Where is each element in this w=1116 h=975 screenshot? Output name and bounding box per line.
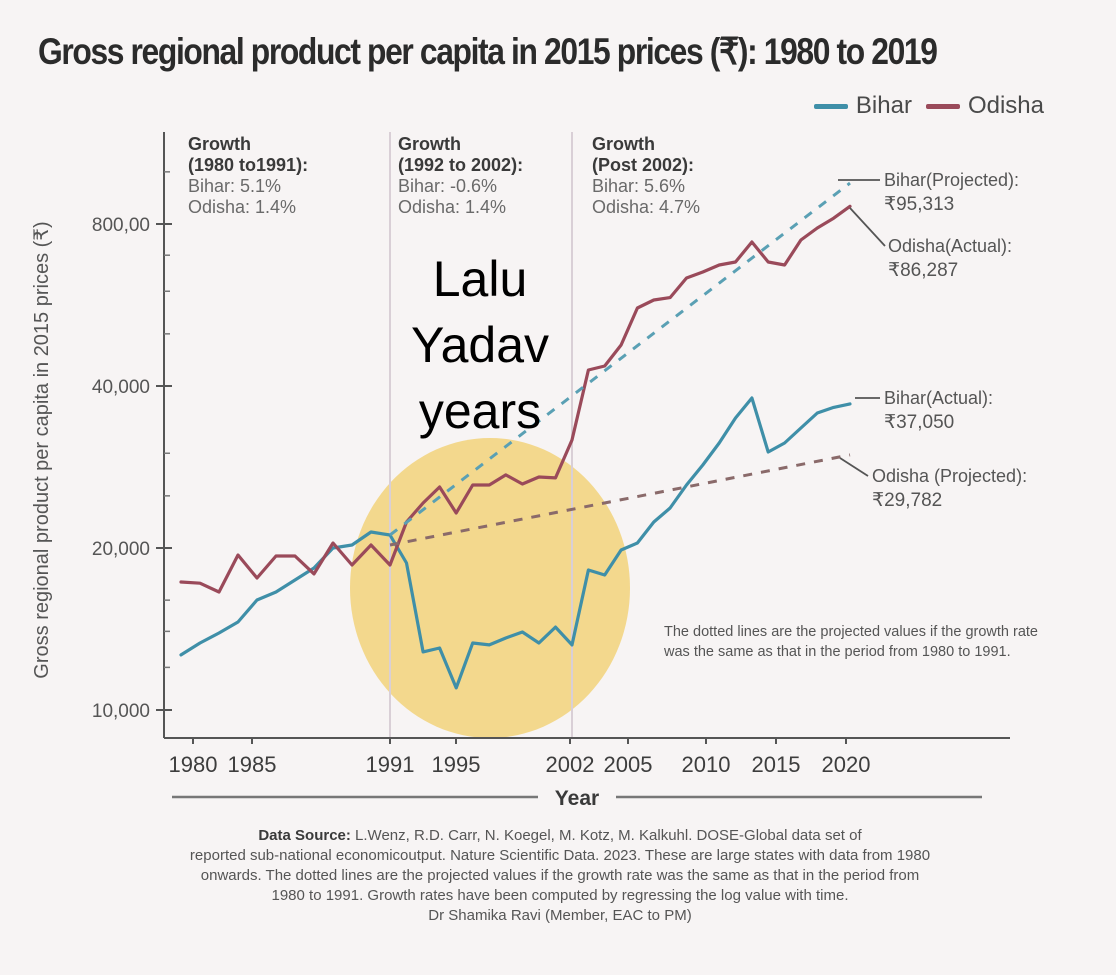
- growth-value: Bihar: -0.6%: [398, 176, 497, 196]
- y-ticks: 10,000 20,000 40,000 800,00: [92, 215, 172, 722]
- growth-value: Bihar: 5.6%: [592, 176, 685, 196]
- source-line-2: reported sub-national economicoutput. Na…: [189, 847, 931, 864]
- legend-item-odisha: Odisha: [925, 92, 1044, 120]
- x-tick-label: 2005: [604, 752, 653, 777]
- highlight-label-line: years: [418, 383, 542, 439]
- x-ticks: 1980 1985 1991 1995 2002 2005 2010 2015 2020: [169, 738, 871, 777]
- growth-value: Odisha: 1.4%: [398, 197, 506, 217]
- growth-heading: Growth: [188, 134, 251, 154]
- growth-annotation: Growth(1980 to1991):Bihar: 5.1%Odisha: 1…: [188, 134, 308, 217]
- growth-annotations: Growth(1980 to1991):Bihar: 5.1%Odisha: 1…: [188, 134, 700, 217]
- x-tick-label: 1991: [366, 752, 415, 777]
- growth-value: Odisha: 1.4%: [188, 197, 296, 217]
- legend-label-odisha: Odisha: [967, 92, 1044, 119]
- legend-item-bihar: Bihar: [813, 92, 912, 120]
- source-label: Data Source:: [258, 827, 351, 844]
- growth-heading: (Post 2002):: [592, 155, 694, 175]
- source-line-3: onwards. The dotted lines are the projec…: [200, 867, 920, 884]
- highlight-label-line: Lalu: [432, 251, 528, 307]
- x-tick-label: 2020: [822, 752, 871, 777]
- growth-heading: (1992 to 2002):: [398, 155, 523, 175]
- x-tick-label: 2015: [752, 752, 801, 777]
- source-author: Dr Shamika Ravi (Member, EAC to PM): [428, 907, 692, 924]
- end-label-leader: [839, 457, 869, 477]
- growth-heading: Growth: [592, 134, 655, 154]
- y-minor-ticks: [164, 171, 170, 669]
- y-tick-label: 800,00: [92, 215, 150, 236]
- end-label-name: Odisha(Actual):: [888, 236, 1012, 256]
- end-label-value: ₹29,782: [872, 490, 942, 511]
- growth-value: Odisha: 4.7%: [592, 197, 700, 217]
- highlight-label-line: Yadav: [410, 317, 550, 373]
- end-label-value: ₹37,050: [884, 412, 954, 433]
- y-tick-label: 20,000: [92, 539, 150, 560]
- legend-swatch-bihar: [813, 103, 848, 109]
- end-label-name: Bihar(Actual):: [884, 388, 993, 408]
- end-label-name: Bihar(Projected):: [884, 170, 1019, 190]
- source-line-4: 1980 to 1991. Growth rates have been com…: [271, 887, 849, 904]
- growth-value: Bihar: 5.1%: [188, 176, 281, 196]
- series-group: [179, 181, 852, 690]
- y-axis-title: Gross regional product per capita in 201…: [31, 221, 53, 678]
- x-tick-label: 2002: [546, 752, 595, 777]
- series-line-odisha: [179, 204, 852, 594]
- end-labels: Bihar(Projected): ₹95,313 Odisha(Actual): ₹…: [838, 170, 1027, 511]
- x-tick-label: 1980: [169, 752, 218, 777]
- growth-annotation: Growth(1992 to 2002):Bihar: -0.6%Odisha:…: [398, 134, 523, 217]
- end-label-value: ₹95,313: [884, 194, 954, 215]
- y-tick-label: 40,000: [92, 377, 150, 398]
- growth-heading: Growth: [398, 134, 461, 154]
- highlight-label: Lalu Yadav years: [370, 246, 590, 444]
- end-label-leader: [849, 207, 886, 247]
- x-tick-label: 1995: [432, 752, 481, 777]
- footer-source: Data Source: L.Wenz, R.D. Carr, N. Koege…: [60, 826, 1060, 926]
- x-tick-label: 1985: [228, 752, 277, 777]
- end-label-name: Odisha (Projected):: [872, 466, 1027, 486]
- series-line-odisha-projected: [389, 453, 851, 547]
- legend-swatch-odisha: [925, 103, 960, 109]
- series-line-bihar: [179, 396, 852, 690]
- growth-annotation: Growth(Post 2002):Bihar: 5.6%Odisha: 4.7…: [592, 134, 700, 217]
- x-tick-label: 2010: [682, 752, 731, 777]
- legend: Bihar Odisha: [813, 92, 1044, 120]
- chart-title: Gross regional product per capita in 201…: [38, 31, 938, 72]
- growth-heading: (1980 to1991):: [188, 155, 308, 175]
- y-tick-label: 10,000: [92, 701, 150, 722]
- x-axis-title: Year: [555, 787, 599, 810]
- source-line-1: L.Wenz, R.D. Carr, N. Koegel, M. Kotz, M…: [350, 827, 862, 844]
- end-label-value: ₹86,287: [888, 260, 958, 281]
- legend-label-bihar: Bihar: [855, 92, 912, 119]
- series-line-bihar-projected: [389, 181, 851, 537]
- dotted-lines-note: The dotted lines are the projected value…: [664, 624, 1038, 660]
